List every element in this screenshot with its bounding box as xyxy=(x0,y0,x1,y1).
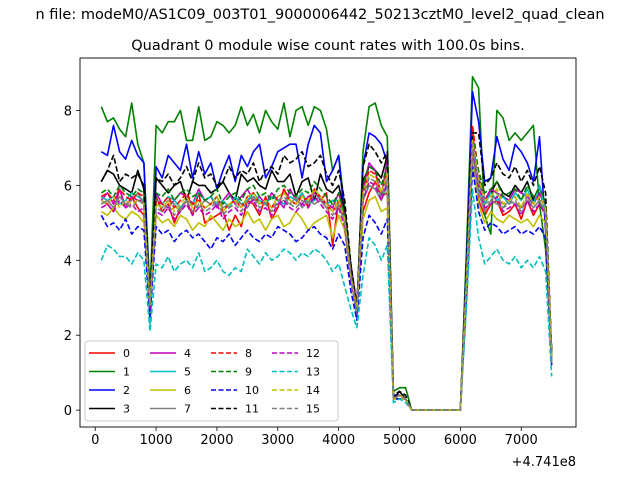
legend-label-7: 7 xyxy=(184,403,191,416)
x-offset-label: +4.741e8 xyxy=(512,455,576,470)
chart-title: Quadrant 0 module wise count rates with … xyxy=(131,38,525,54)
series-line-10 xyxy=(100,165,553,411)
legend-label-4: 4 xyxy=(184,347,191,360)
y-tick-label: 8 xyxy=(64,104,72,119)
series-lines xyxy=(100,75,553,411)
x-tick-label: 4000 xyxy=(322,433,355,448)
series-line-15 xyxy=(100,143,553,411)
series-line-12 xyxy=(100,147,553,411)
series-line-13 xyxy=(100,188,553,411)
x-tick-label: 3000 xyxy=(261,433,294,448)
y-tick-label: 6 xyxy=(64,179,72,194)
legend-label-9: 9 xyxy=(245,366,252,379)
legend-label-1: 1 xyxy=(123,366,130,379)
legend-label-11: 11 xyxy=(245,403,259,416)
x-tick-label: 7000 xyxy=(505,433,538,448)
y-tick-label: 2 xyxy=(64,329,72,344)
series-line-11 xyxy=(100,132,553,411)
legend-label-10: 10 xyxy=(245,384,259,397)
series-line-1 xyxy=(100,75,553,411)
series-line-14 xyxy=(100,139,553,411)
legend-label-13: 13 xyxy=(306,366,320,379)
legend-label-2: 2 xyxy=(123,384,130,397)
legend-label-15: 15 xyxy=(306,403,320,416)
legend-label-12: 12 xyxy=(306,347,320,360)
legend-label-0: 0 xyxy=(123,347,130,360)
legend-label-6: 6 xyxy=(184,384,191,397)
legend-label-14: 14 xyxy=(306,384,320,397)
series-line-6 xyxy=(100,158,553,411)
plot-frame xyxy=(79,57,577,428)
y-tick-label: 0 xyxy=(64,404,72,419)
x-tick-label: 6000 xyxy=(444,433,477,448)
series-line-2 xyxy=(100,90,553,411)
legend-label-8: 8 xyxy=(245,347,252,360)
legend-label-5: 5 xyxy=(184,366,191,379)
legend-label-3: 3 xyxy=(123,403,130,416)
legend-box xyxy=(84,340,339,422)
series-line-9 xyxy=(100,135,553,411)
suptitle: n file: modeM0/AS1C09_003T01_9000006442_… xyxy=(35,7,604,23)
x-tick-label: 0 xyxy=(91,433,99,448)
y-axis: 0 2 4 6 8 xyxy=(64,104,80,419)
y-tick-label: 4 xyxy=(64,254,72,269)
x-axis: 0 1000 2000 3000 4000 5000 6000 7000 xyxy=(91,427,538,448)
x-tick-label: 1000 xyxy=(140,433,173,448)
x-tick-label: 2000 xyxy=(200,433,233,448)
x-tick-label: 5000 xyxy=(383,433,416,448)
